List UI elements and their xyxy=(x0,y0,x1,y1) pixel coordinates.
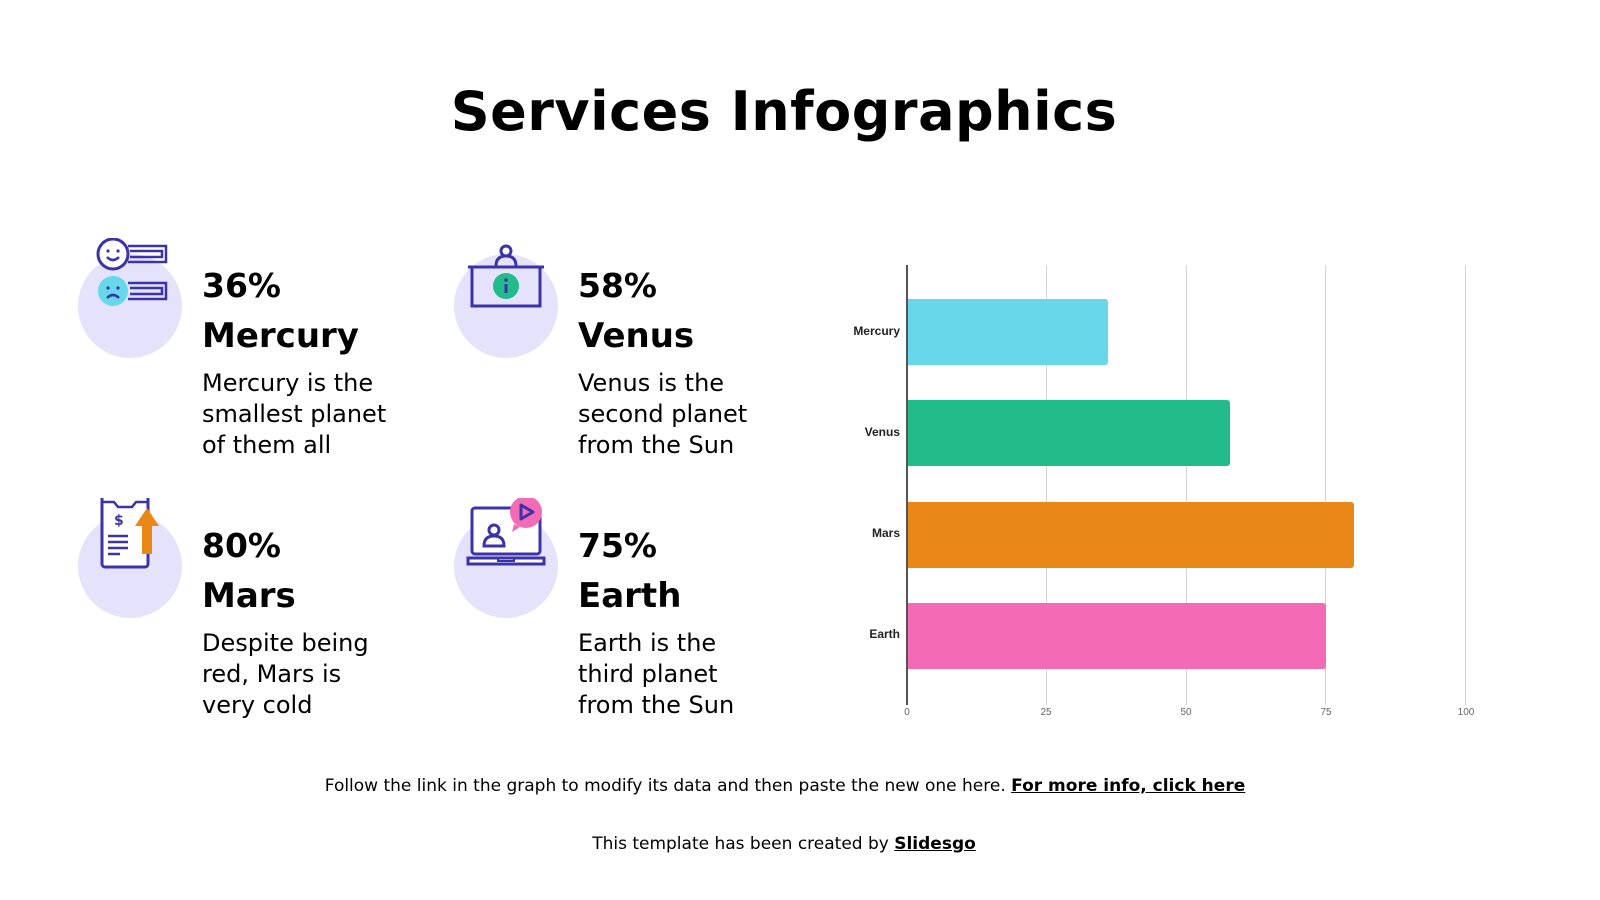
item-name: Mercury xyxy=(202,316,359,356)
laptop-video-user-icon xyxy=(466,498,546,566)
info-item-earth: 75% Earth Earth is the third planet from… xyxy=(454,498,814,738)
bar-earth[interactable] xyxy=(907,603,1326,669)
y-axis xyxy=(906,265,908,705)
feedback-faces-icon xyxy=(96,238,168,306)
gridline xyxy=(1325,265,1326,705)
x-tick-label: 0 xyxy=(904,707,910,718)
category-label: Venus xyxy=(864,425,900,439)
category-label: Earth xyxy=(869,627,900,641)
more-info-link[interactable]: For more info, click here xyxy=(1011,776,1246,796)
item-description: Venus is the second planet from the Sun xyxy=(578,369,748,459)
item-name: Venus xyxy=(578,316,695,356)
item-description: Despite being red, Mars is very cold xyxy=(202,629,369,719)
mobile-payment-growth-icon: $ xyxy=(100,498,159,569)
x-tick-label: 50 xyxy=(1180,707,1192,718)
bar-chart[interactable]: Mercury Venus Mars Earth 0 25 50 75 100 xyxy=(840,255,1520,735)
gridline xyxy=(1465,265,1466,705)
bar-venus[interactable] xyxy=(907,400,1230,466)
chart-note: Follow the link in the graph to modify i… xyxy=(0,776,1570,796)
info-item-mercury: 36% Mercury Mercury is the smallest plan… xyxy=(78,238,438,478)
bar-mars[interactable] xyxy=(907,502,1354,568)
percent-value: 80% xyxy=(202,526,281,565)
gridline xyxy=(1186,265,1187,705)
item-description: Mercury is the smallest planet of them a… xyxy=(202,369,387,459)
svg-text:$: $ xyxy=(114,513,124,529)
x-tick-label: 100 xyxy=(1457,707,1475,718)
percent-value: 58% xyxy=(578,266,657,305)
credit-text: This template has been created by xyxy=(592,834,895,854)
note-text: Follow the link in the graph to modify i… xyxy=(324,776,1012,796)
category-label: Mars xyxy=(871,526,900,540)
icon-circle xyxy=(78,254,182,358)
template-credit: This template has been created by Slides… xyxy=(0,834,1568,854)
info-item-mars: $ 80% Mars Despite being red, Mars is ve… xyxy=(78,498,438,738)
slidesgo-link[interactable]: Slidesgo xyxy=(894,834,976,854)
x-tick-label: 25 xyxy=(1040,707,1052,718)
info-desk-icon xyxy=(468,244,544,308)
item-name: Earth xyxy=(578,576,682,616)
category-label: Mercury xyxy=(853,324,900,338)
bar-mercury[interactable] xyxy=(907,299,1108,365)
percent-value: 36% xyxy=(202,266,281,305)
info-item-venus: 58% Venus Venus is the second planet fro… xyxy=(454,238,814,478)
item-description: Earth is the third planet from the Sun xyxy=(578,629,735,719)
percent-value: 75% xyxy=(578,526,657,565)
gridline xyxy=(1046,265,1047,705)
item-name: Mars xyxy=(202,576,296,616)
x-tick-label: 75 xyxy=(1320,707,1332,718)
page-title: Services Infographics xyxy=(450,80,1118,143)
